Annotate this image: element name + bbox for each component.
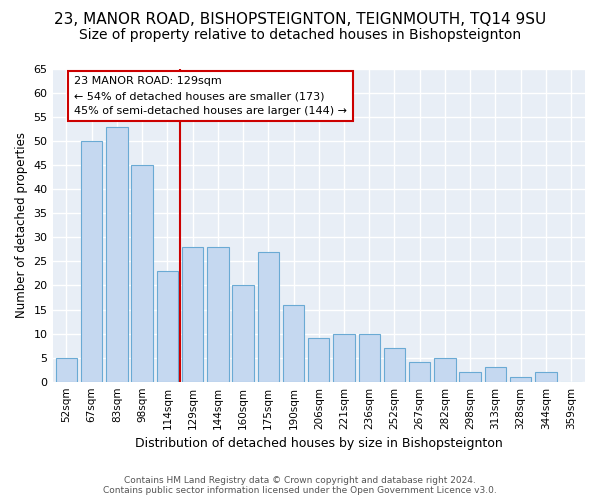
Bar	[510, 377, 532, 382]
Bar	[232, 286, 254, 382]
Bar	[207, 247, 229, 382]
Bar	[384, 348, 405, 382]
Bar	[409, 362, 430, 382]
Text: 23, MANOR ROAD, BISHOPSTEIGNTON, TEIGNMOUTH, TQ14 9SU: 23, MANOR ROAD, BISHOPSTEIGNTON, TEIGNMO…	[54, 12, 546, 28]
Bar	[460, 372, 481, 382]
Text: Contains HM Land Registry data © Crown copyright and database right 2024.
Contai: Contains HM Land Registry data © Crown c…	[103, 476, 497, 495]
Bar	[56, 358, 77, 382]
Bar	[359, 334, 380, 382]
Bar	[308, 338, 329, 382]
Bar	[535, 372, 557, 382]
Bar	[131, 165, 153, 382]
Bar	[157, 271, 178, 382]
X-axis label: Distribution of detached houses by size in Bishopsteignton: Distribution of detached houses by size …	[135, 437, 503, 450]
Bar	[333, 334, 355, 382]
Bar	[182, 247, 203, 382]
Text: 23 MANOR ROAD: 129sqm
← 54% of detached houses are smaller (173)
45% of semi-det: 23 MANOR ROAD: 129sqm ← 54% of detached …	[74, 76, 347, 116]
Text: Size of property relative to detached houses in Bishopsteignton: Size of property relative to detached ho…	[79, 28, 521, 42]
Bar	[485, 367, 506, 382]
Bar	[257, 252, 279, 382]
Bar	[106, 126, 128, 382]
Bar	[81, 141, 103, 382]
Y-axis label: Number of detached properties: Number of detached properties	[15, 132, 28, 318]
Bar	[283, 304, 304, 382]
Bar	[434, 358, 455, 382]
